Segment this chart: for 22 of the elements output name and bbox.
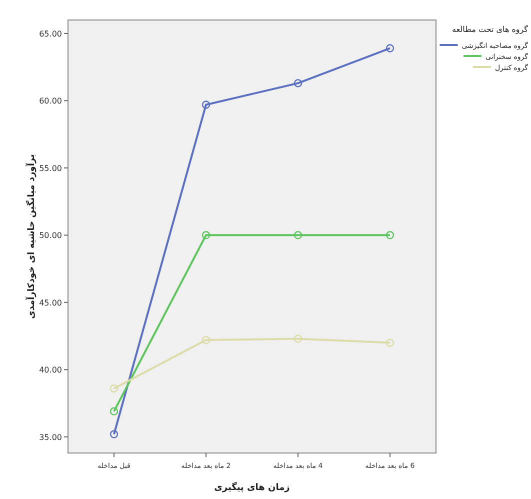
point — [386, 338, 394, 347]
y-tick-label: 65.00 — [39, 29, 62, 38]
point — [386, 231, 394, 240]
point — [294, 334, 302, 343]
y-tick-label: 35.00 — [39, 432, 62, 442]
y-tick-label: 50.00 — [39, 231, 62, 240]
point — [202, 231, 210, 240]
y-axis-title: برآورد میانگین حاشیه ای خودکارآمدی — [25, 154, 37, 319]
point — [294, 231, 302, 240]
x-axis-title: زمان های پیگیری — [214, 481, 290, 493]
point — [294, 79, 302, 88]
y-tick-label: 45.00 — [39, 298, 62, 308]
point — [386, 44, 394, 52]
legend-title: گروه های تحت مطالعه — [452, 24, 528, 34]
y-tick-label: 60.00 — [39, 96, 62, 106]
point — [110, 384, 118, 393]
point — [110, 407, 118, 416]
point — [110, 430, 118, 438]
y-tick-label: 40.00 — [39, 366, 62, 375]
point — [202, 100, 210, 109]
y-tick-label: 55.00 — [39, 164, 62, 173]
point — [202, 336, 210, 344]
